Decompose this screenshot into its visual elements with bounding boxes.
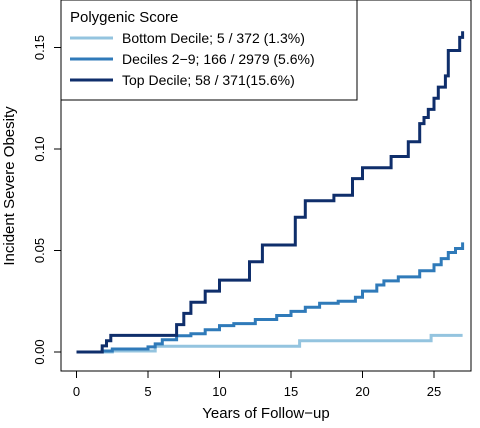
y-axis-label: Incident Severe Obesity [1,106,18,266]
x-tick-label: 20 [355,384,369,399]
legend-entry: Deciles 2−9; 166 / 2979 (5.6%) [122,51,315,67]
series-line-3 [76,31,465,354]
legend-box [60,0,358,101]
x-tick-label: 25 [427,384,441,399]
x-tick-label: 5 [144,384,151,399]
legend-title: Polygenic Score [70,9,178,26]
y-tick-label: 0.10 [32,136,47,161]
series-line-2 [76,242,465,354]
legend-entry: Bottom Decile; 5 / 372 (1.3%) [122,30,305,46]
legend-entry: Top Decile; 58 / 371(15.6%) [122,72,295,88]
y-tick-label: 0.00 [32,339,47,364]
y-tick-label: 0.15 [32,35,47,60]
x-axis-label: Years of Follow−up [202,405,329,422]
x-tick-label: 0 [73,384,80,399]
x-tick-label: 10 [212,384,226,399]
y-tick-label: 0.05 [32,238,47,263]
x-tick-label: 15 [284,384,298,399]
